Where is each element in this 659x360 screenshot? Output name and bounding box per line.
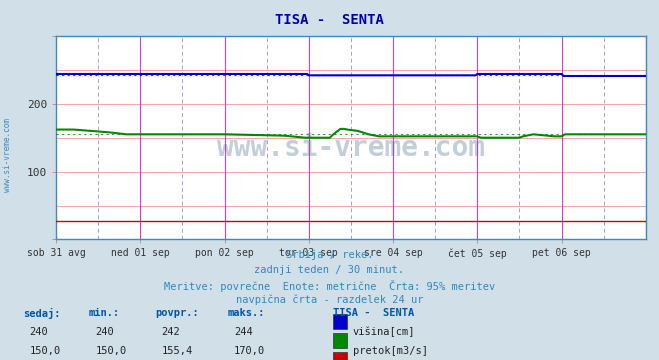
Text: 150,0: 150,0 [96,346,127,356]
Text: sedaj:: sedaj: [23,308,61,319]
Text: 240: 240 [96,327,114,337]
Text: pretok[m3/s]: pretok[m3/s] [353,346,428,356]
Text: 240: 240 [30,327,48,337]
Text: Meritve: povrečne  Enote: metrične  Črta: 95% meritev: Meritve: povrečne Enote: metrične Črta: … [164,280,495,292]
Text: zadnji teden / 30 minut.: zadnji teden / 30 minut. [254,265,405,275]
Text: višina[cm]: višina[cm] [353,327,415,337]
Text: 155,4: 155,4 [161,346,192,356]
Text: TISA -  SENTA: TISA - SENTA [333,308,414,318]
Text: 242: 242 [161,327,180,337]
Text: min.:: min.: [89,308,120,318]
Text: www.si-vreme.com: www.si-vreme.com [217,134,485,162]
Text: Srbija / reke.: Srbija / reke. [286,250,373,260]
Text: navpična črta - razdelek 24 ur: navpična črta - razdelek 24 ur [236,294,423,305]
Text: www.si-vreme.com: www.si-vreme.com [3,118,13,192]
Text: 244: 244 [234,327,252,337]
Text: 150,0: 150,0 [30,346,61,356]
Text: TISA -  SENTA: TISA - SENTA [275,13,384,27]
Text: 170,0: 170,0 [234,346,265,356]
Text: povpr.:: povpr.: [155,308,198,318]
Text: maks.:: maks.: [227,308,265,318]
